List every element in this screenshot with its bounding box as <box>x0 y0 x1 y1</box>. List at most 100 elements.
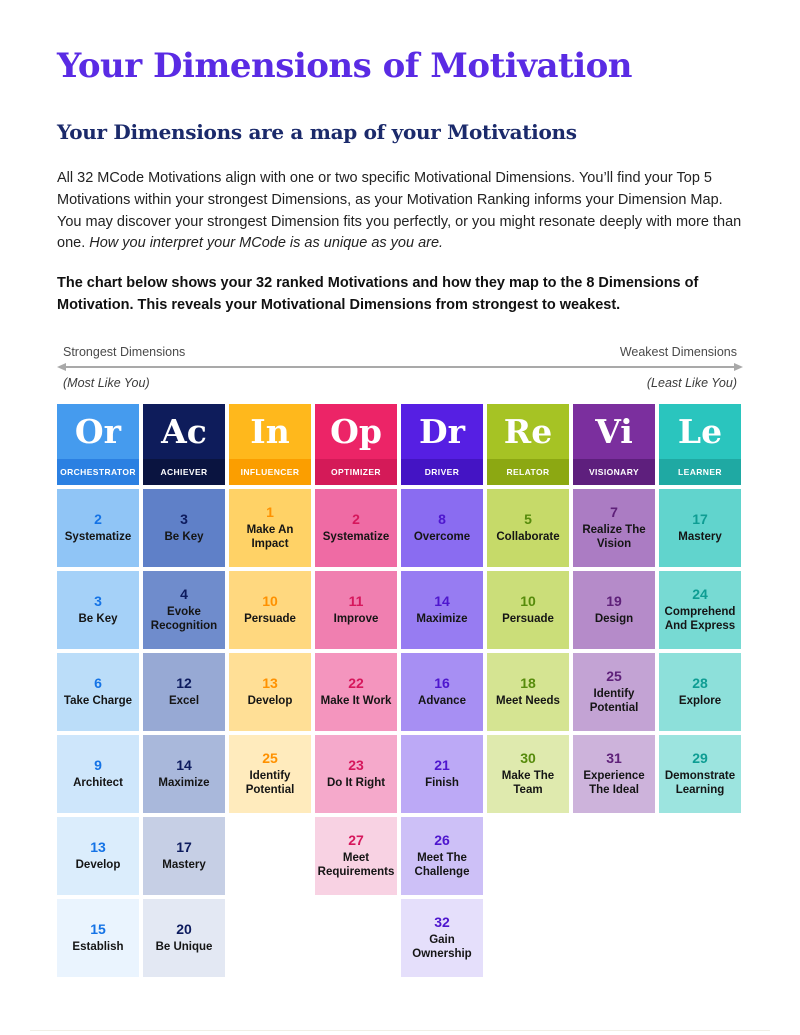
motivation-rank: 14 <box>434 592 450 609</box>
dimension-symbol: Or <box>57 403 139 459</box>
dimension-column-le: Le LEARNER 17 Mastery 24 Comprehend And Expre… <box>659 403 741 977</box>
motivation-rank: 4 <box>180 585 188 602</box>
motivation-cell: 23 Do It Right <box>315 734 397 813</box>
motivation-cell: 13 Develop <box>57 816 139 895</box>
motivation-label: Persuade <box>502 612 554 625</box>
motivation-rank: 17 <box>692 510 708 527</box>
motivation-cell: 22 Make It Work <box>315 652 397 731</box>
motivation-rank: 8 <box>438 510 446 527</box>
motivation-rank: 25 <box>606 667 622 684</box>
motivation-rank: 2 <box>352 510 360 527</box>
motivation-rank: 22 <box>348 674 364 691</box>
motivation-label: Take Charge <box>63 694 133 707</box>
motivation-label: Maximize <box>158 776 210 789</box>
motivation-cell: 9 Architect <box>57 734 139 813</box>
motivation-rank: 25 <box>262 749 278 766</box>
motivation-cell: 11 Improve <box>315 570 397 649</box>
motivation-label: Experience The Ideal <box>583 769 645 796</box>
motivation-cell: 16 Advance <box>401 652 483 731</box>
motivation-cell: 27 Meet Requirements <box>315 816 397 895</box>
motivation-label: Finish <box>425 776 459 789</box>
motivation-cell: 17 Mastery <box>659 488 741 567</box>
dimension-header: Ac ACHIEVER <box>143 403 225 485</box>
motivation-rank: 21 <box>434 756 450 773</box>
dimension-header: Dr DRIVER <box>401 403 483 485</box>
motivation-label: Make It Work <box>320 694 392 707</box>
motivation-cell: 5 Collaborate <box>487 488 569 567</box>
motivation-cell: 1 Make An Impact <box>229 488 311 567</box>
motivation-label: Explore <box>678 694 722 707</box>
motivation-cell: 20 Be Unique <box>143 898 225 977</box>
motivation-rank: 2 <box>94 510 102 527</box>
motivation-rank: 26 <box>434 831 450 848</box>
motivation-rank: 13 <box>262 674 278 691</box>
axis-arrow <box>57 362 743 371</box>
motivation-cell: 18 Meet Needs <box>487 652 569 731</box>
dimension-column-ac: Ac ACHIEVER 3 Be Key 4 Evoke Recognition 12 Exc… <box>143 403 225 977</box>
dimension-header: Re RELATOR <box>487 403 569 485</box>
motivation-rank: 16 <box>434 674 450 691</box>
axis-left-label: Strongest Dimensions <box>63 344 186 359</box>
axis-left-sublabel: (Most Like You) <box>63 375 150 390</box>
motivation-cell: 4 Evoke Recognition <box>143 570 225 649</box>
motivation-rank: 10 <box>262 592 278 609</box>
motivation-label: Establish <box>72 940 124 953</box>
dimension-column-vi: Vi VISIONARY 7 Realize The Vision 19 Design 25… <box>573 403 655 977</box>
motivation-cell: 14 Maximize <box>143 734 225 813</box>
motivation-cell: 15 Establish <box>57 898 139 977</box>
dimension-symbol: Dr <box>401 403 483 459</box>
motivation-label: Mastery <box>678 530 722 543</box>
dimension-name: OPTIMIZER <box>315 458 397 485</box>
motivation-cell: 6 Take Charge <box>57 652 139 731</box>
motivation-rank: 7 <box>610 503 618 520</box>
motivation-rank: 28 <box>692 674 708 691</box>
motivation-rank: 13 <box>90 838 106 855</box>
motivation-label: Gain Ownership <box>412 933 472 960</box>
motivation-cell: 14 Maximize <box>401 570 483 649</box>
motivation-cell: 32 Gain Ownership <box>401 898 483 977</box>
motivation-rank: 9 <box>94 756 102 773</box>
motivation-label: Be Key <box>78 612 118 625</box>
dimension-header: Le LEARNER <box>659 403 741 485</box>
dimension-name: RELATOR <box>487 458 569 485</box>
motivation-rank: 17 <box>176 838 192 855</box>
motivation-rank: 20 <box>176 920 192 937</box>
motivation-label: Systematize <box>64 530 132 543</box>
motivation-cell: 17 Mastery <box>143 816 225 895</box>
motivation-rank: 27 <box>348 831 364 848</box>
dimension-symbol: Ac <box>143 403 225 459</box>
motivation-label: Collaborate <box>496 530 560 543</box>
motivation-cell: 28 Explore <box>659 652 741 731</box>
dimension-column-dr: Dr DRIVER 8 Overcome 14 Maximize 16 Advance 21 Fi… <box>401 403 483 977</box>
dimension-column-or: Or ORCHESTRATOR 2 Systematize 3 Be Key 6 Take C… <box>57 403 139 977</box>
dimension-symbol: Re <box>487 403 569 459</box>
dimension-name: LEARNER <box>659 458 741 485</box>
page-bottom-divider <box>30 1030 770 1031</box>
motivation-label: Persuade <box>244 612 296 625</box>
motivation-label: Demonstrate Learning <box>664 769 736 796</box>
motivation-cell: 26 Meet The Challenge <box>401 816 483 895</box>
motivation-cell: 19 Design <box>573 570 655 649</box>
motivation-cell: 7 Realize The Vision <box>573 488 655 567</box>
dimension-header: Op OPTIMIZER <box>315 403 397 485</box>
dimension-column-op: Op OPTIMIZER 2 Systematize 11 Improve 22 Make I… <box>315 403 397 977</box>
motivation-label: Architect <box>73 776 123 789</box>
motivation-label: Improve <box>333 612 379 625</box>
motivation-rank: 23 <box>348 756 364 773</box>
motivation-rank: 30 <box>520 749 536 766</box>
motivation-cell: 25 Identify Potential <box>229 734 311 813</box>
motivation-label: Develop <box>75 858 121 871</box>
motivation-rank: 14 <box>176 756 192 773</box>
motivation-label: Design <box>594 612 634 625</box>
motivation-cell: 3 Be Key <box>57 570 139 649</box>
dimension-symbol: Op <box>315 403 397 459</box>
motivation-label: Advance <box>418 694 466 707</box>
motivation-label: Develop <box>247 694 293 707</box>
dimension-name: ORCHESTRATOR <box>57 458 139 485</box>
dimension-symbol: In <box>229 403 311 459</box>
motivation-label: Meet The Challenge <box>414 851 470 878</box>
motivation-cell: 8 Overcome <box>401 488 483 567</box>
motivation-cell: 24 Comprehend And Express <box>659 570 741 649</box>
motivation-cell: 25 Identify Potential <box>573 652 655 731</box>
dimension-name: INFLUENCER <box>229 458 311 485</box>
